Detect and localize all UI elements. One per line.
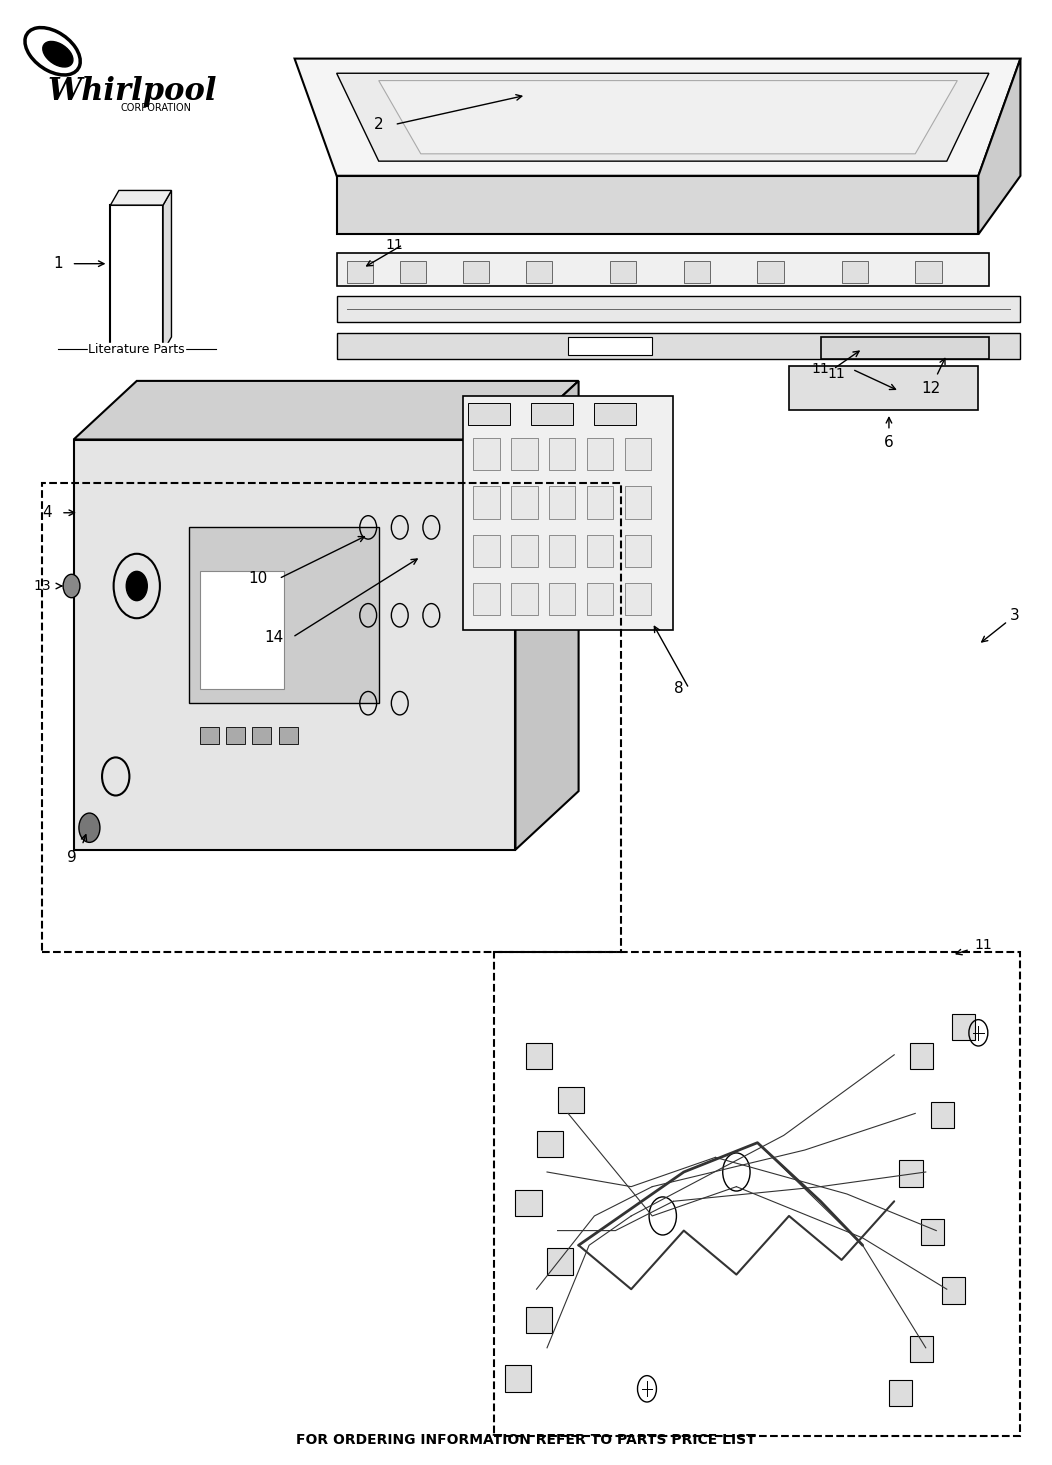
Bar [463, 261, 489, 283]
Bar [789, 366, 978, 410]
Bar [337, 296, 1020, 322]
Circle shape [126, 571, 147, 601]
Text: 12: 12 [922, 381, 940, 396]
Bar [920, 1219, 944, 1245]
Bar [515, 1190, 542, 1216]
Bar [625, 535, 651, 567]
Text: 11: 11 [386, 237, 403, 252]
Bar [189, 527, 379, 703]
Bar [821, 337, 989, 359]
Bar [347, 261, 373, 283]
Bar [511, 583, 538, 615]
Bar [587, 583, 613, 615]
Text: 4: 4 [42, 505, 53, 520]
Bar [610, 261, 636, 283]
Bar [526, 1043, 552, 1069]
Bar [473, 535, 500, 567]
Bar [942, 1277, 965, 1304]
Bar [549, 486, 575, 519]
Text: 1: 1 [53, 256, 63, 271]
Bar [511, 535, 538, 567]
Ellipse shape [43, 41, 73, 67]
Bar [511, 486, 538, 519]
Circle shape [79, 813, 100, 842]
Text: FOR ORDERING INFORMATION REFER TO PARTS PRICE LIST: FOR ORDERING INFORMATION REFER TO PARTS … [296, 1433, 756, 1447]
Text: 2: 2 [373, 117, 384, 132]
Polygon shape [74, 381, 579, 440]
Text: 9: 9 [66, 850, 77, 864]
Bar [549, 535, 575, 567]
Bar [931, 1102, 954, 1128]
Bar [587, 535, 613, 567]
Bar [952, 1014, 975, 1040]
Bar [910, 1043, 933, 1069]
Text: 6: 6 [884, 435, 894, 450]
Text: 11: 11 [812, 362, 829, 377]
FancyBboxPatch shape [110, 205, 163, 352]
Bar [42, 483, 621, 952]
Polygon shape [74, 440, 515, 850]
Polygon shape [515, 381, 579, 850]
Bar [252, 727, 271, 744]
Bar [549, 583, 575, 615]
Bar [625, 486, 651, 519]
Bar [558, 1087, 584, 1113]
Bar [587, 438, 613, 470]
Text: 11: 11 [828, 366, 845, 381]
Bar [400, 261, 426, 283]
Bar [337, 333, 1020, 359]
Bar [547, 1248, 573, 1275]
Bar [625, 583, 651, 615]
Text: 14: 14 [264, 630, 283, 645]
Polygon shape [379, 81, 957, 154]
Text: 8: 8 [673, 681, 684, 696]
Bar [505, 1365, 531, 1392]
Bar [625, 438, 651, 470]
Bar [587, 486, 613, 519]
Text: 13: 13 [34, 579, 50, 593]
Bar [473, 486, 500, 519]
Polygon shape [978, 59, 1020, 234]
Bar [910, 1336, 933, 1362]
Bar [468, 403, 510, 425]
Text: Whirlpool: Whirlpool [47, 76, 217, 107]
Bar [684, 261, 710, 283]
Bar [899, 1160, 923, 1187]
Bar [511, 438, 538, 470]
Polygon shape [295, 59, 1020, 176]
Bar [473, 583, 500, 615]
Bar [526, 261, 552, 283]
Polygon shape [337, 73, 989, 161]
Bar [526, 1307, 552, 1333]
Bar [200, 571, 284, 689]
Polygon shape [110, 190, 171, 205]
Bar [537, 1131, 563, 1157]
Bar [279, 727, 298, 744]
Bar [337, 253, 989, 286]
Text: 10: 10 [248, 571, 267, 586]
Bar [463, 396, 673, 630]
Bar [226, 727, 245, 744]
Bar [473, 438, 500, 470]
Bar [757, 261, 784, 283]
Text: CORPORATION: CORPORATION [121, 103, 191, 113]
Circle shape [63, 574, 80, 598]
Bar [915, 261, 942, 283]
Text: 11: 11 [975, 938, 992, 952]
Polygon shape [163, 190, 171, 352]
Polygon shape [337, 176, 978, 234]
Bar [549, 438, 575, 470]
Bar [594, 403, 636, 425]
Bar [842, 261, 868, 283]
Bar [200, 727, 219, 744]
Text: 3: 3 [1010, 608, 1020, 623]
Bar [494, 952, 1020, 1436]
Bar [531, 403, 573, 425]
Text: Literature Parts: Literature Parts [88, 343, 185, 356]
Bar [568, 337, 652, 355]
Bar [889, 1380, 912, 1406]
